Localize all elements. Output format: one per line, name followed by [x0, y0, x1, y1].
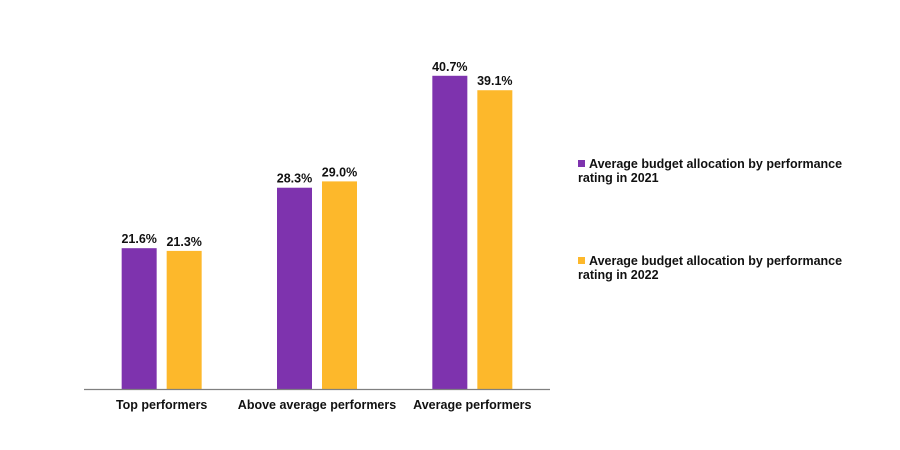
bar-2021: [277, 187, 312, 389]
data-label: 39.1%: [477, 74, 512, 88]
data-label: 21.3%: [166, 235, 201, 249]
legend-label-2021: Average budget allocation by performance…: [578, 157, 843, 185]
data-label: 40.7%: [432, 60, 467, 74]
legend-swatch-2022: [578, 257, 585, 264]
legend-label-2022: Average budget allocation by performance…: [578, 254, 843, 282]
bar-2022: [166, 250, 202, 389]
x-tick-label: Above average performers: [238, 398, 396, 412]
data-label: 28.3%: [277, 172, 312, 186]
bar-2021: [432, 75, 468, 390]
bar-2022: [477, 90, 513, 390]
legend-item-2022: Average budget allocation by performance…: [578, 254, 848, 282]
bar-2021: [121, 248, 157, 389]
legend-swatch-2021: [578, 160, 585, 167]
bar-2022: [322, 181, 357, 389]
x-tick-label: Top performers: [116, 398, 207, 412]
legend-item-2021: Average budget allocation by performance…: [578, 157, 848, 185]
data-label: 29.0%: [322, 165, 357, 179]
x-tick-label: Average performers: [413, 398, 531, 412]
data-label: 21.6%: [121, 232, 156, 246]
